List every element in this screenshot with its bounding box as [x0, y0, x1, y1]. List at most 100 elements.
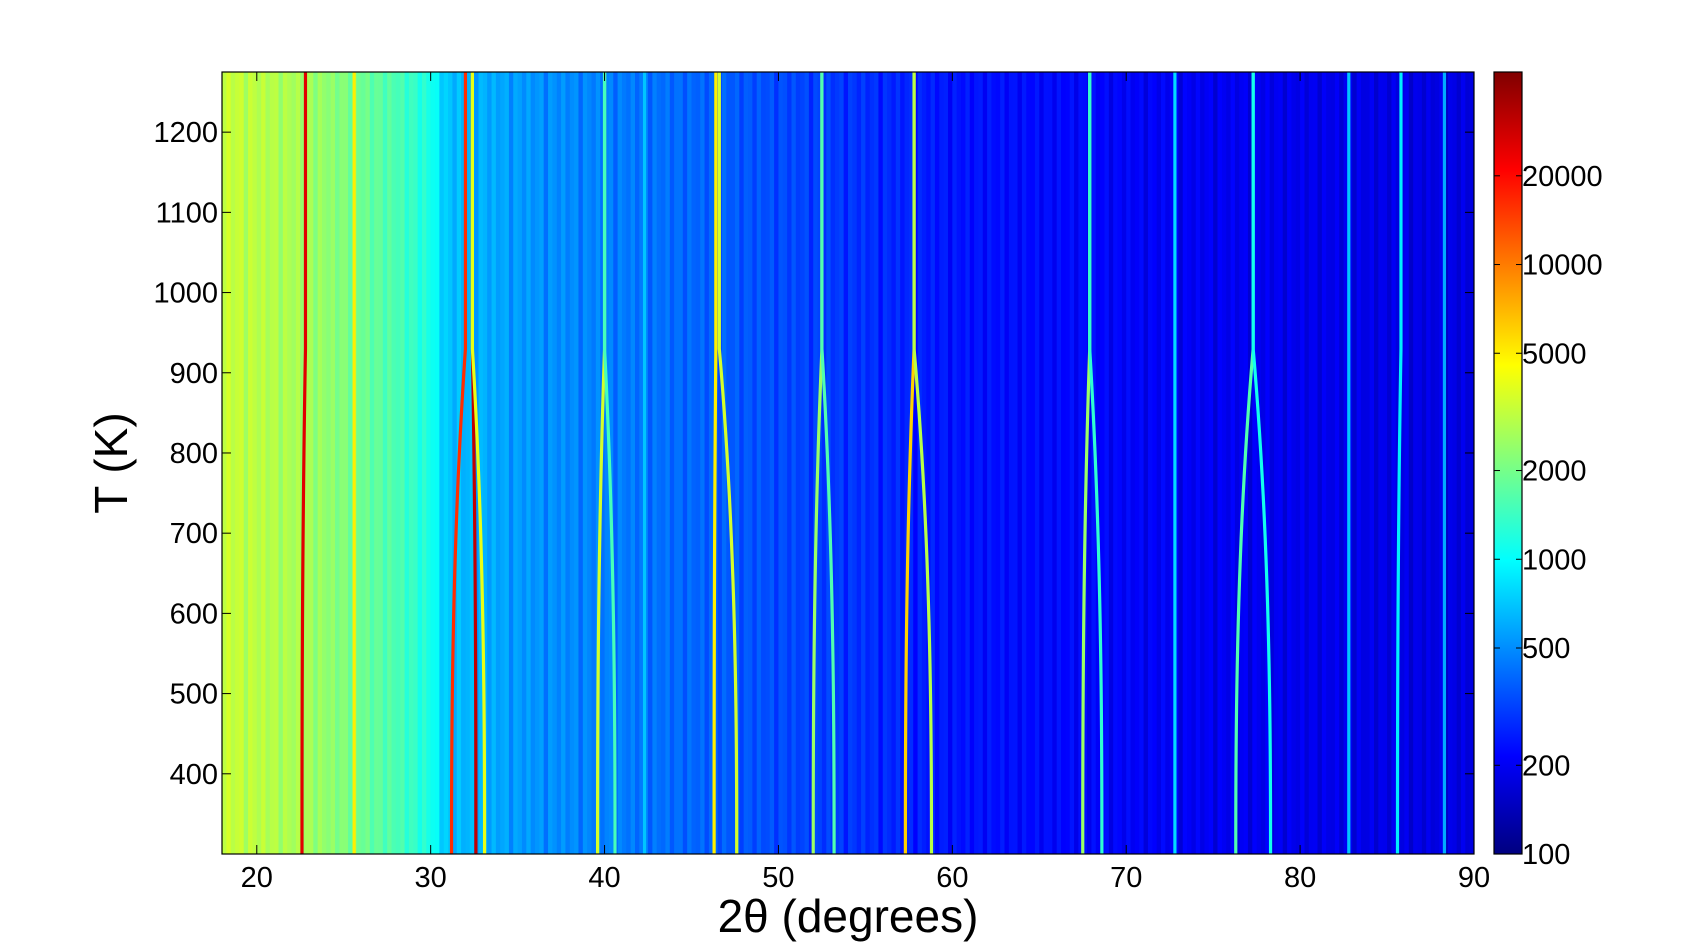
heatmap-cell — [1000, 72, 1006, 854]
heatmap-cell — [348, 72, 354, 854]
y-tick-label: 900 — [170, 358, 218, 390]
heatmap-cell — [413, 72, 419, 854]
heatmap-cell — [869, 72, 875, 854]
heatmap-cell — [652, 72, 658, 854]
heatmap-cell — [882, 72, 888, 854]
y-axis-title: T (K) — [85, 412, 137, 513]
heatmap-cell — [1439, 72, 1445, 854]
heatmap-cell — [813, 72, 819, 854]
heatmap-cell — [313, 72, 319, 854]
heatmap-cell — [256, 72, 262, 854]
heatmap-cell — [943, 72, 949, 854]
heatmap-cell — [321, 72, 327, 854]
heatmap-cell — [335, 72, 340, 854]
y-tick-label: 1200 — [153, 117, 218, 149]
heatmap-cell — [1365, 72, 1371, 854]
heatmap-cell — [504, 72, 510, 854]
heatmap-cell — [1300, 72, 1306, 854]
heatmap-cell — [934, 72, 940, 854]
heatmap-cell — [626, 72, 632, 854]
heatmap-cell — [1443, 72, 1449, 854]
heatmap-cell — [1295, 72, 1301, 854]
heatmap-cell — [717, 72, 723, 854]
heatmap-cell — [1078, 72, 1084, 854]
heatmap-cell — [1117, 72, 1123, 854]
heatmap-cell — [1182, 72, 1188, 854]
heatmap-cell — [617, 72, 623, 854]
heatmap-cell — [795, 72, 801, 854]
heatmap-cell — [808, 72, 814, 854]
heatmap-cell — [1265, 72, 1271, 854]
heatmap-cell — [1226, 72, 1232, 854]
diffraction-peak-trace — [1088, 72, 1104, 854]
heatmap-cell — [222, 72, 227, 854]
heatmap-cell — [830, 72, 836, 854]
heatmap-cell — [461, 72, 467, 854]
heatmap-cell — [678, 72, 684, 854]
heatmap-cell — [1065, 72, 1071, 854]
heatmap-cell — [500, 72, 506, 854]
heatmap-cell — [517, 72, 523, 854]
heatmap-cell — [1074, 72, 1080, 854]
heatmap-cell — [230, 72, 236, 854]
heatmap-cell — [304, 72, 310, 854]
colorbar-tick-label: 20000 — [1522, 161, 1603, 193]
plot-frame — [221, 71, 1475, 855]
heatmap-cell — [1260, 72, 1266, 854]
heatmap-cell — [748, 72, 753, 854]
heatmap-cell — [1021, 72, 1027, 854]
y-axis: 400 500 600 700 800 900 1000 1100 1200 — [153, 117, 1474, 791]
diffraction-peak-trace — [820, 72, 836, 854]
heatmap-cell — [917, 72, 923, 854]
heatmap-cell — [308, 72, 314, 854]
heatmap-cell — [326, 72, 332, 854]
heatmap-cell — [478, 72, 484, 854]
heatmap-cell — [961, 72, 966, 854]
heatmap-cell — [695, 72, 701, 854]
heatmap-cell — [947, 72, 953, 854]
heatmap-cell — [743, 72, 749, 854]
diffraction-peak-trace — [300, 72, 308, 854]
heatmap-cell — [674, 72, 680, 854]
heatmap-cell — [861, 72, 866, 854]
heatmap-cell — [1256, 72, 1262, 854]
heatmap-cell — [1421, 72, 1427, 854]
diffraction-peak-trace — [912, 72, 934, 854]
heatmap-cell — [1252, 72, 1258, 854]
heatmap-cell — [1374, 72, 1379, 854]
heatmap-cell — [552, 72, 558, 854]
heatmap-cell — [1360, 72, 1366, 854]
heatmap-cell — [1230, 72, 1236, 854]
colorbar-tick-label: 10000 — [1522, 250, 1603, 282]
heatmap-cell — [834, 72, 840, 854]
heatmap-cell — [469, 72, 475, 854]
heatmap-cell — [530, 72, 536, 854]
heatmap-cell — [404, 72, 410, 854]
diffraction-peak-trace — [1251, 72, 1273, 854]
heatmap-cell — [330, 72, 336, 854]
heatmap-cell — [1452, 72, 1458, 854]
heatmap-cell — [926, 72, 932, 854]
heatmap-cell — [421, 72, 427, 854]
heatmap-cell — [895, 72, 901, 854]
heatmap-cell — [1469, 72, 1474, 854]
colorbar-tick-label: 100 — [1522, 839, 1570, 871]
heatmap-cell — [952, 72, 958, 854]
heatmap-cell — [1191, 72, 1197, 854]
heatmap-cell — [704, 72, 710, 854]
heatmap-cell — [708, 72, 714, 854]
heatmap-cell — [891, 72, 897, 854]
x-tick-label: 30 — [415, 862, 447, 894]
diffraction-peak-trace — [596, 72, 607, 854]
heatmap-cell — [700, 72, 706, 854]
heatmap-cell — [526, 72, 532, 854]
heatmap-cell — [1287, 72, 1293, 854]
diffraction-peak-trace — [1395, 72, 1403, 854]
heatmap-cell — [1208, 72, 1214, 854]
heatmap-cell — [513, 72, 519, 854]
heatmap-cell — [382, 72, 388, 854]
heatmap-cell — [800, 72, 806, 854]
heatmap-cell — [1161, 72, 1166, 854]
heatmap-cell — [1087, 72, 1093, 854]
heatmap-cell — [417, 72, 423, 854]
